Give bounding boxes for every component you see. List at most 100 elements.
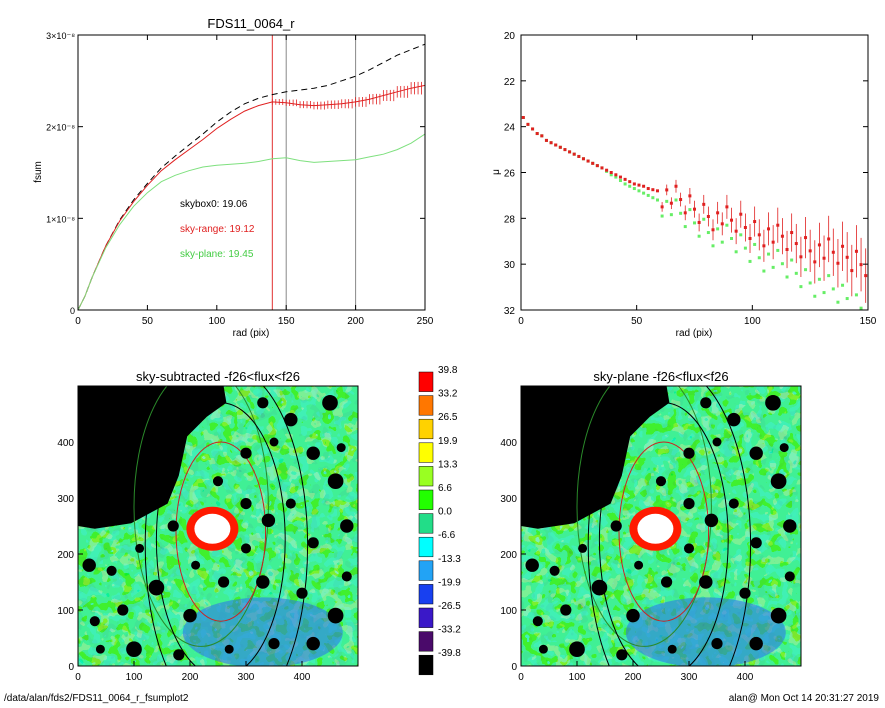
mu-point-s0 xyxy=(544,138,548,142)
masked-source xyxy=(765,394,781,411)
y-tick-label: 0 xyxy=(511,662,517,673)
mu-point-s1 xyxy=(660,214,664,218)
low-flux-region xyxy=(182,597,343,666)
mu-point-s1 xyxy=(771,265,775,269)
mu-point-s1 xyxy=(623,182,627,186)
mu-point-s0 xyxy=(771,240,775,244)
masked-source xyxy=(549,565,560,576)
mu-point-s1 xyxy=(808,281,812,285)
outer-ellipse xyxy=(133,386,269,647)
y-tick-label: 0 xyxy=(68,662,74,673)
mu-point-s0 xyxy=(706,215,710,218)
masked-source xyxy=(307,537,319,549)
mu-point-s0 xyxy=(669,201,673,205)
mu-point-s1 xyxy=(767,252,771,256)
mu-point-s0 xyxy=(762,244,766,248)
masked-source xyxy=(306,636,320,651)
masked-source xyxy=(683,543,695,554)
mu-point-s0 xyxy=(757,233,761,237)
masked-source xyxy=(327,607,344,624)
mu-point-s0 xyxy=(845,255,849,259)
mu-point-s0 xyxy=(693,207,696,211)
masked-source xyxy=(770,607,787,624)
mu-point-s0 xyxy=(591,161,595,165)
colorbar-label: 26.5 xyxy=(438,412,458,423)
annotation-skybox0: skybox0: 19.06 xyxy=(180,199,248,210)
mu-point-s1 xyxy=(618,179,622,183)
mu-point-s0 xyxy=(785,248,789,251)
masked-source xyxy=(240,543,252,554)
masked-source xyxy=(779,443,789,453)
sky-subtracted-map xyxy=(78,386,358,666)
mu-point-s1 xyxy=(655,198,659,202)
mu-point-s0 xyxy=(637,183,641,187)
mu-point-s0 xyxy=(683,211,687,215)
fsum-plot: FDS11_0064_r 0 50 100 150 200 250 0 1×10⁻⁸ 2×10⁻… xyxy=(33,16,434,339)
masked-source xyxy=(340,519,354,533)
masked-source xyxy=(322,394,338,411)
mu-point-s1 xyxy=(804,268,808,272)
mu-point-s0 xyxy=(817,243,821,247)
mu-point-s0 xyxy=(679,198,683,202)
masked-source xyxy=(306,446,320,460)
mu-point-s1 xyxy=(799,285,803,289)
masked-source xyxy=(711,638,723,650)
y-tick-label: 26 xyxy=(504,169,516,180)
masked-source xyxy=(336,443,346,453)
masked-source xyxy=(148,579,165,596)
mu-point-s1 xyxy=(762,269,766,273)
mu-point-s0 xyxy=(780,234,784,238)
mu-point-s0 xyxy=(827,237,831,241)
x-tick-label: 100 xyxy=(126,672,143,683)
mu-point-s0 xyxy=(790,231,794,235)
mu-point-s1 xyxy=(688,208,692,212)
mu-point-s1 xyxy=(693,221,696,225)
mu-point-s0 xyxy=(563,148,567,152)
masked-source xyxy=(700,397,712,409)
mu-point-s0 xyxy=(841,244,845,248)
masked-source xyxy=(183,608,197,623)
colorbar-swatch xyxy=(418,607,434,628)
mu-point-s1 xyxy=(753,242,757,246)
mu-point-s1 xyxy=(669,213,673,217)
masked-source xyxy=(616,649,628,661)
masked-source xyxy=(525,558,539,572)
mu-point-s0 xyxy=(859,263,863,267)
mu-point-s0 xyxy=(753,220,757,224)
mu-plot-frame xyxy=(520,34,869,311)
x-tick-label: 300 xyxy=(681,672,698,683)
mu-point-s1 xyxy=(831,287,835,291)
low-flux-region xyxy=(625,597,786,666)
mu-point-s0 xyxy=(600,166,604,170)
masked-source xyxy=(704,513,719,528)
mu-point-s1 xyxy=(854,293,858,297)
colorbar-swatch xyxy=(418,584,434,605)
mu-point-s1 xyxy=(790,258,794,262)
y-tick-label: 200 xyxy=(500,550,517,561)
mu-point-s0 xyxy=(804,236,808,240)
y-tick-label: 22 xyxy=(504,77,516,88)
masked-source xyxy=(626,608,640,623)
mu-point-s0 xyxy=(720,222,724,226)
masked-source xyxy=(727,412,741,427)
colorbar-label: -39.8 xyxy=(438,648,461,659)
masked-source xyxy=(296,587,308,599)
masked-source xyxy=(610,520,622,532)
masked-source xyxy=(683,498,695,510)
sky-subtracted-title: sky-subtracted -f26<flux<f26 xyxy=(136,369,300,384)
mu-point-s1 xyxy=(730,237,734,240)
masked-source xyxy=(667,644,677,654)
fsum-plot-title: FDS11_0064_r xyxy=(207,16,295,31)
y-tick-label: 30 xyxy=(504,260,516,271)
colorbar-label: -6.6 xyxy=(438,530,456,541)
mu-point-s0 xyxy=(864,274,868,278)
x-tick-label: 150 xyxy=(278,316,295,327)
mu-point-s0 xyxy=(813,260,817,264)
mu-point-s0 xyxy=(767,227,771,231)
mu-point-s0 xyxy=(521,116,525,119)
masked-source xyxy=(712,437,722,447)
colorbar-label: 6.6 xyxy=(438,483,452,494)
fsum-plot-frame xyxy=(77,34,426,311)
masked-source xyxy=(770,473,787,490)
